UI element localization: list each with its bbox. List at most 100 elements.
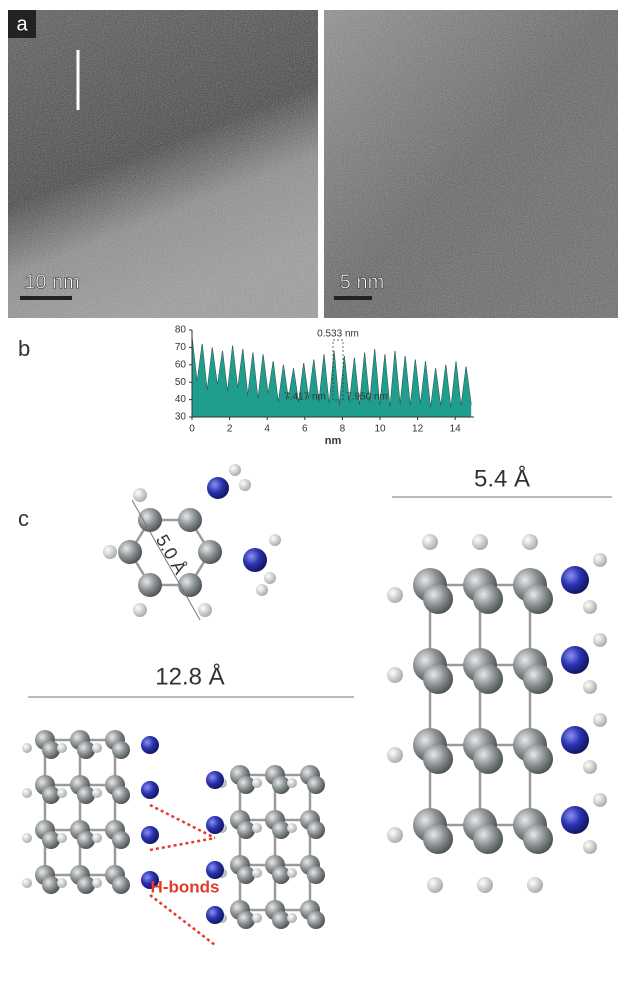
atom	[522, 534, 538, 550]
x-tick-label: 8	[340, 424, 346, 435]
atom	[22, 743, 32, 753]
atom	[252, 868, 262, 878]
atom	[523, 664, 553, 694]
annotation-box	[332, 339, 344, 401]
atom	[198, 603, 212, 617]
atom	[423, 824, 453, 854]
atom	[237, 821, 255, 839]
atom	[252, 913, 262, 923]
atom	[427, 877, 443, 893]
atom	[112, 741, 130, 759]
hydrogen-bond	[149, 803, 216, 840]
annotation: 7.950 nm	[346, 392, 388, 403]
x-tick-label: 0	[189, 424, 195, 435]
atom	[256, 584, 268, 596]
atom	[243, 548, 267, 572]
atom	[77, 786, 95, 804]
atom	[561, 646, 589, 674]
atom	[206, 906, 224, 924]
atom	[112, 786, 130, 804]
y-tick-label: 70	[175, 342, 187, 353]
atom	[141, 826, 159, 844]
hydrogen-bond	[149, 836, 216, 852]
atom	[523, 584, 553, 614]
atom	[593, 553, 607, 567]
atom	[77, 876, 95, 894]
x-tick-label: 4	[264, 424, 270, 435]
atom	[92, 878, 102, 888]
atom	[269, 534, 281, 546]
atom	[42, 786, 60, 804]
atom	[92, 788, 102, 798]
atom	[133, 603, 147, 617]
atom	[77, 831, 95, 849]
x-tick-label: 14	[450, 424, 462, 435]
y-tick-label: 40	[175, 394, 187, 405]
atom	[57, 743, 67, 753]
atom	[593, 793, 607, 807]
atom	[423, 584, 453, 614]
hydrogen-bond	[149, 894, 216, 946]
atom	[57, 788, 67, 798]
atom	[307, 911, 325, 929]
atom	[387, 747, 403, 763]
atom	[141, 781, 159, 799]
atom	[307, 866, 325, 884]
atom	[92, 833, 102, 843]
atom	[57, 833, 67, 843]
atom	[57, 878, 67, 888]
atom	[22, 788, 32, 798]
atom	[22, 878, 32, 888]
profile-area	[192, 337, 472, 417]
annotation: 0.533 nm	[317, 329, 359, 340]
atom	[307, 821, 325, 839]
atom	[287, 778, 297, 788]
atom	[561, 806, 589, 834]
atom	[206, 816, 224, 834]
atom	[237, 911, 255, 929]
atom	[198, 540, 222, 564]
panel-label: b	[18, 336, 30, 361]
atom	[593, 713, 607, 727]
atom	[239, 479, 251, 491]
atom	[138, 573, 162, 597]
scale-label: 5 nm	[340, 271, 384, 293]
atom	[561, 566, 589, 594]
atom	[423, 744, 453, 774]
tem-texture	[324, 10, 618, 318]
atom	[473, 664, 503, 694]
atom	[22, 833, 32, 843]
atom	[138, 508, 162, 532]
atom	[178, 508, 202, 532]
atom	[112, 876, 130, 894]
atom	[264, 572, 276, 584]
atom	[583, 840, 597, 854]
atom	[287, 823, 297, 833]
atom	[206, 861, 224, 879]
atom	[477, 877, 493, 893]
atom	[272, 821, 290, 839]
atom	[523, 744, 553, 774]
atom	[307, 776, 325, 794]
atom	[527, 877, 543, 893]
atom	[583, 600, 597, 614]
panel-label: c	[18, 506, 29, 531]
atom	[473, 824, 503, 854]
atom	[387, 667, 403, 683]
hbond-label: H-bonds	[151, 877, 220, 896]
atom	[118, 540, 142, 564]
atom	[422, 534, 438, 550]
molecule-models	[22, 464, 607, 946]
atom	[237, 866, 255, 884]
atom	[178, 573, 202, 597]
y-tick-label: 50	[175, 377, 187, 388]
atom	[112, 831, 130, 849]
atom	[593, 633, 607, 647]
atom	[272, 866, 290, 884]
label-box	[8, 10, 36, 38]
atom	[133, 488, 147, 502]
dimension-label: 5.0 Å	[152, 531, 190, 577]
atom	[387, 587, 403, 603]
annotation: 7.417 nm	[284, 392, 326, 403]
scale-label: 10 nm	[24, 271, 80, 293]
